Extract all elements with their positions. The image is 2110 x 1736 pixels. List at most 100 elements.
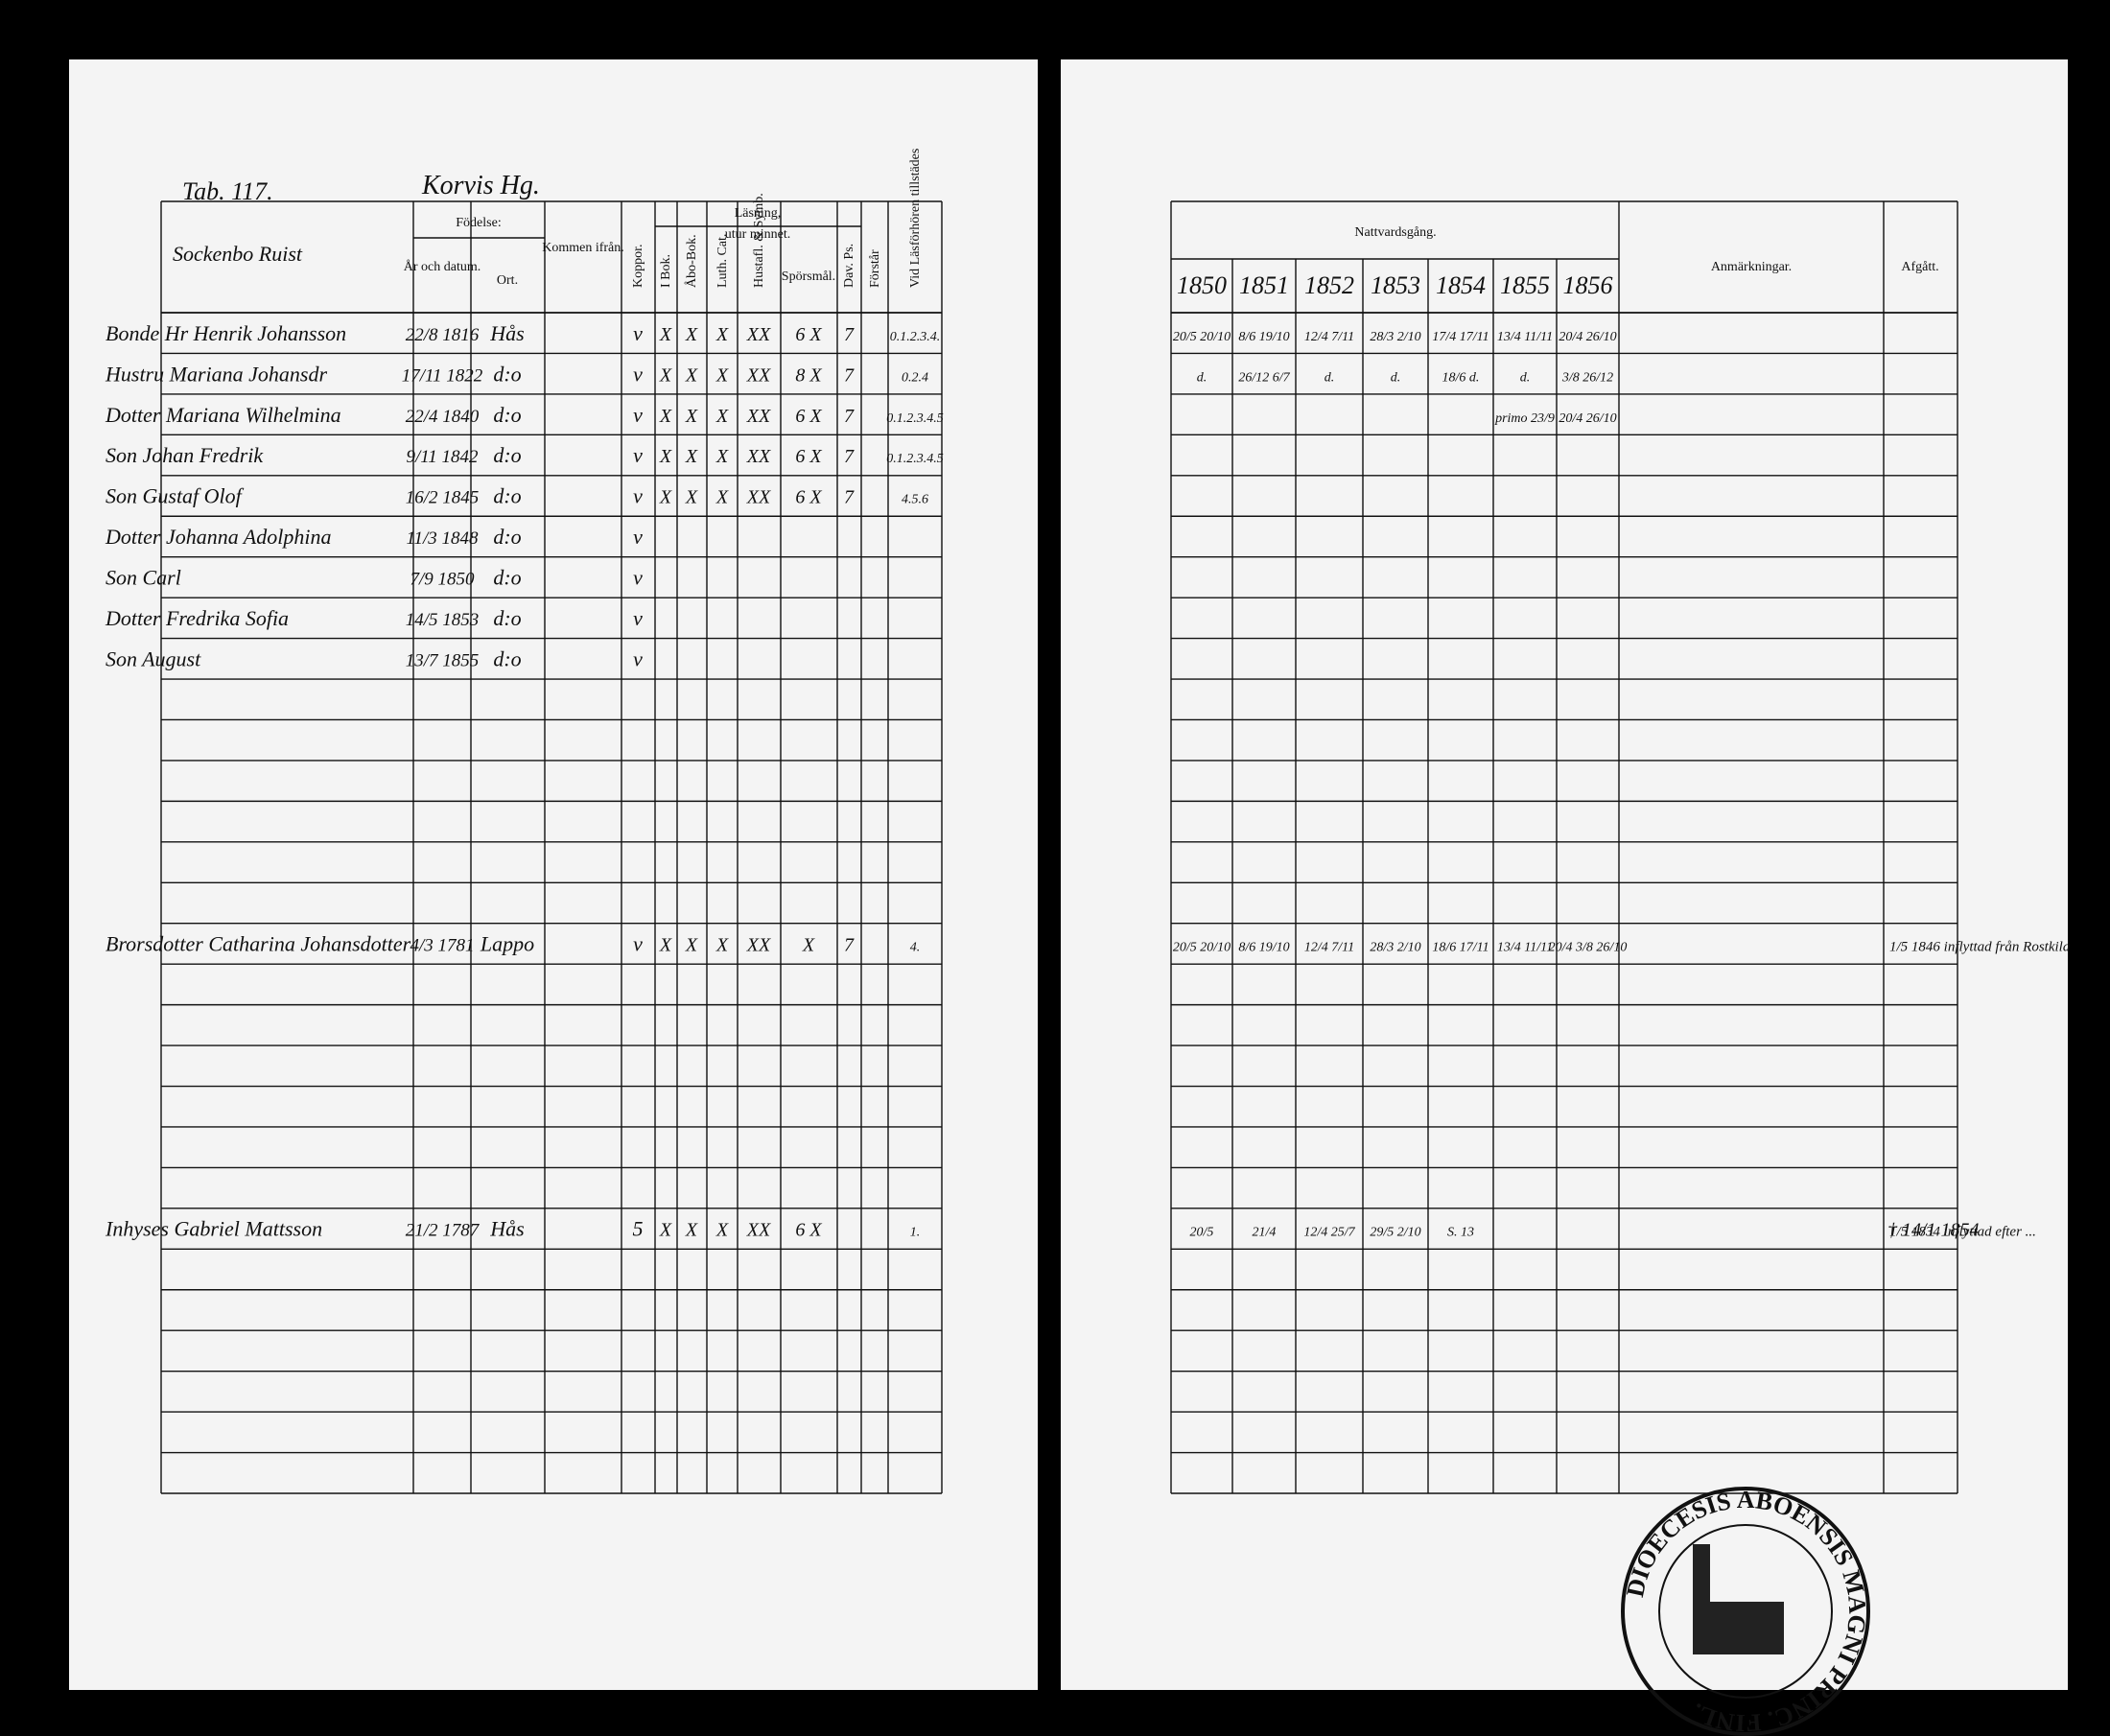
reading-mark: X [685, 935, 698, 956]
communion-date: 20/5 [1190, 1226, 1214, 1240]
reading-mark: XX [746, 935, 771, 956]
birth-place: d:o [493, 525, 521, 549]
birth-date: 9/11 1842 [406, 447, 479, 467]
birth-date: 21/2 1787 [406, 1221, 481, 1241]
reading-mark: 7 [844, 935, 855, 956]
communion-date: 20/4 26/10 [1559, 411, 1616, 426]
reading-mark: X [685, 406, 698, 427]
person-name: Inhyses Gabriel Mattsson [105, 1217, 322, 1241]
reading-mark: X [685, 487, 698, 508]
person-name: Bonde Hr Henrik Johansson [106, 321, 346, 345]
reading-mark: XX [746, 446, 771, 467]
communion-date: 20/5 20/10 [1173, 330, 1231, 344]
year-header: 1854 [1436, 271, 1486, 299]
person-name: Son Johan Fredrik [106, 443, 264, 467]
communion-date: 13/4 11/11 [1497, 330, 1553, 344]
communion-date: d. [1325, 370, 1335, 385]
reading-mark: X [715, 364, 729, 386]
column-header: Åbo-Bok. [684, 234, 699, 288]
communion-date: 18/6 17/11 [1432, 941, 1489, 955]
birth-place: d:o [493, 443, 521, 467]
reading-mark: X [685, 446, 698, 467]
reading-mark: X [715, 1220, 729, 1241]
remark: 1/5 1846 inflyttad från Rostkila [1889, 940, 2070, 955]
column-header: Hustafl. & Symb. [752, 193, 766, 288]
reading-mark: X [659, 935, 672, 956]
communion-date: d. [1197, 370, 1207, 385]
communion-date: 28/3 2/10 [1370, 941, 1420, 955]
person-name: Son Carl [106, 566, 181, 590]
column-header: Spörsmål. [782, 270, 835, 284]
year-header: 1850 [1177, 271, 1227, 299]
reading-mark: XX [746, 324, 771, 345]
departure: † 14/1 1854 [1887, 1220, 1980, 1241]
year-header: 1852 [1304, 271, 1354, 299]
birth-place: Lappo [480, 932, 534, 956]
communion-date: 18/6 d. [1442, 370, 1480, 385]
column-header: Koppor. [631, 245, 645, 289]
birth-place: Hås [489, 321, 524, 345]
pox-mark: v [633, 484, 643, 508]
reading-mark: X [802, 935, 815, 956]
year-header: 1851 [1239, 271, 1289, 299]
attendance: 1. [910, 1226, 921, 1240]
communion-date: 29/5 2/10 [1370, 1226, 1420, 1240]
stamp-tower [1693, 1544, 1710, 1654]
communion-date: 3/8 26/12 [1561, 370, 1613, 385]
column-header: Ort. [497, 273, 518, 288]
pox-mark: v [633, 321, 643, 345]
communion-date: 20/5 20/10 [1173, 941, 1231, 955]
reading-mark: XX [746, 364, 771, 386]
column-header: Anmärkningar. [1711, 260, 1792, 274]
reading-mark: X [685, 324, 698, 345]
stamp-inner [1658, 1524, 1833, 1699]
birth-date: 14/5 1853 [406, 610, 480, 630]
reading-mark: 6 X [795, 487, 822, 508]
reading-mark: X [659, 364, 672, 386]
left-page [69, 59, 1038, 1690]
birth-place: d:o [493, 484, 521, 508]
year-header: 1856 [1563, 271, 1613, 299]
birth-date: 7/9 1850 [410, 570, 475, 590]
attendance: 0.2.4 [902, 370, 928, 385]
attendance: 4. [910, 941, 921, 955]
communion-date: 12/4 25/7 [1303, 1226, 1355, 1240]
communion-date: primo 23/9 [1494, 411, 1555, 426]
birth-date: 17/11 1822 [402, 365, 483, 386]
person-name: Son August [106, 646, 201, 670]
person-name: Dotter Johanna Adolphina [105, 525, 331, 549]
pox-mark: v [633, 362, 643, 386]
column-header: Nattvardsgång. [1354, 225, 1436, 240]
attendance: 0.1.2.3.4. [890, 330, 941, 344]
birth-place: d:o [493, 403, 521, 427]
birth-place: Hås [489, 1217, 524, 1241]
birth-place: d:o [493, 646, 521, 670]
reading-mark: 6 X [795, 446, 822, 467]
reading-mark: X [659, 324, 672, 345]
grid [160, 200, 1958, 1494]
reading-mark: 8 X [795, 364, 822, 386]
pox-mark: v [633, 443, 643, 467]
birth-place: d:o [493, 362, 521, 386]
column-header: Kommen ifrån. [542, 241, 624, 255]
person-name: Son Gustaf Olof [106, 484, 245, 508]
communion-date: 21/4 [1253, 1226, 1277, 1240]
column-header: Förstår [868, 249, 882, 288]
remark: 1/5 1834 inflyttad efter ... [1889, 1225, 2036, 1240]
reading-mark: X [685, 364, 698, 386]
content: Sockenbo Ruist Födelse: År och datum. Ort. K… [105, 149, 2070, 1241]
attendance: 0.1.2.3.4.5 [886, 452, 944, 466]
pox-mark: v [633, 932, 643, 956]
reading-mark: 6 X [795, 324, 822, 345]
communion-date: d. [1520, 370, 1531, 385]
birth-date: 22/4 1840 [406, 407, 480, 427]
pox-mark: v [633, 403, 643, 427]
year-header: 1855 [1500, 271, 1550, 299]
communion-date: S. 13 [1447, 1226, 1474, 1240]
right-page [1061, 59, 2068, 1690]
reading-mark: XX [746, 487, 771, 508]
pox-mark: 5 [633, 1217, 644, 1241]
reading-mark: 7 [844, 364, 855, 386]
communion-date: 20/4 3/8 26/10 [1549, 941, 1628, 955]
